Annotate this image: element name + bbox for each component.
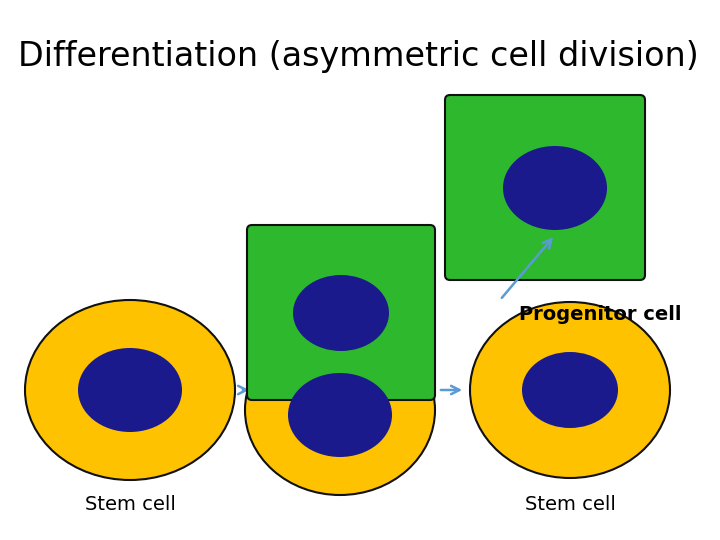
Ellipse shape (25, 300, 235, 480)
Ellipse shape (293, 275, 389, 351)
Ellipse shape (288, 373, 392, 457)
Text: Progenitor cell: Progenitor cell (518, 305, 681, 324)
Text: Stem cell: Stem cell (525, 495, 616, 514)
Ellipse shape (245, 325, 435, 495)
FancyBboxPatch shape (247, 225, 435, 400)
Text: Stem cell: Stem cell (84, 495, 176, 514)
Ellipse shape (522, 352, 618, 428)
Text: Differentiation (asymmetric cell division): Differentiation (asymmetric cell divisio… (18, 40, 698, 73)
Ellipse shape (503, 146, 607, 230)
Ellipse shape (78, 348, 182, 432)
FancyBboxPatch shape (445, 95, 645, 280)
Ellipse shape (470, 302, 670, 478)
